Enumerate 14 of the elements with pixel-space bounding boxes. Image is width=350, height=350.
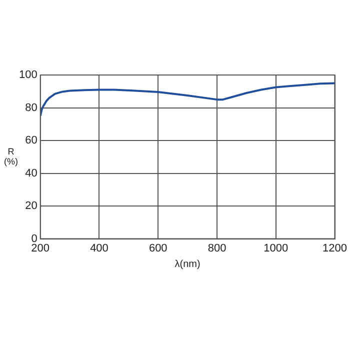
x-tick-label: 1000 xyxy=(264,242,288,254)
x-tick-label: 1200 xyxy=(322,242,348,254)
y-tick-label: 40 xyxy=(25,167,38,180)
y-tick-label: 0 xyxy=(31,232,38,245)
x-axis-title: λ(nm) xyxy=(174,258,200,270)
y-tick-label: 20 xyxy=(25,200,38,212)
x-tick-label: 800 xyxy=(208,242,226,254)
x-tick-label: 200 xyxy=(31,242,50,254)
x-tick-label: 600 xyxy=(148,242,168,254)
y-tick-label: 60 xyxy=(25,134,38,147)
x-tick-label: 400 xyxy=(90,242,108,254)
y-axis-title: R (%) xyxy=(4,146,18,166)
y-tick-label: 100 xyxy=(18,69,38,82)
y-tick-label: 80 xyxy=(25,102,38,114)
